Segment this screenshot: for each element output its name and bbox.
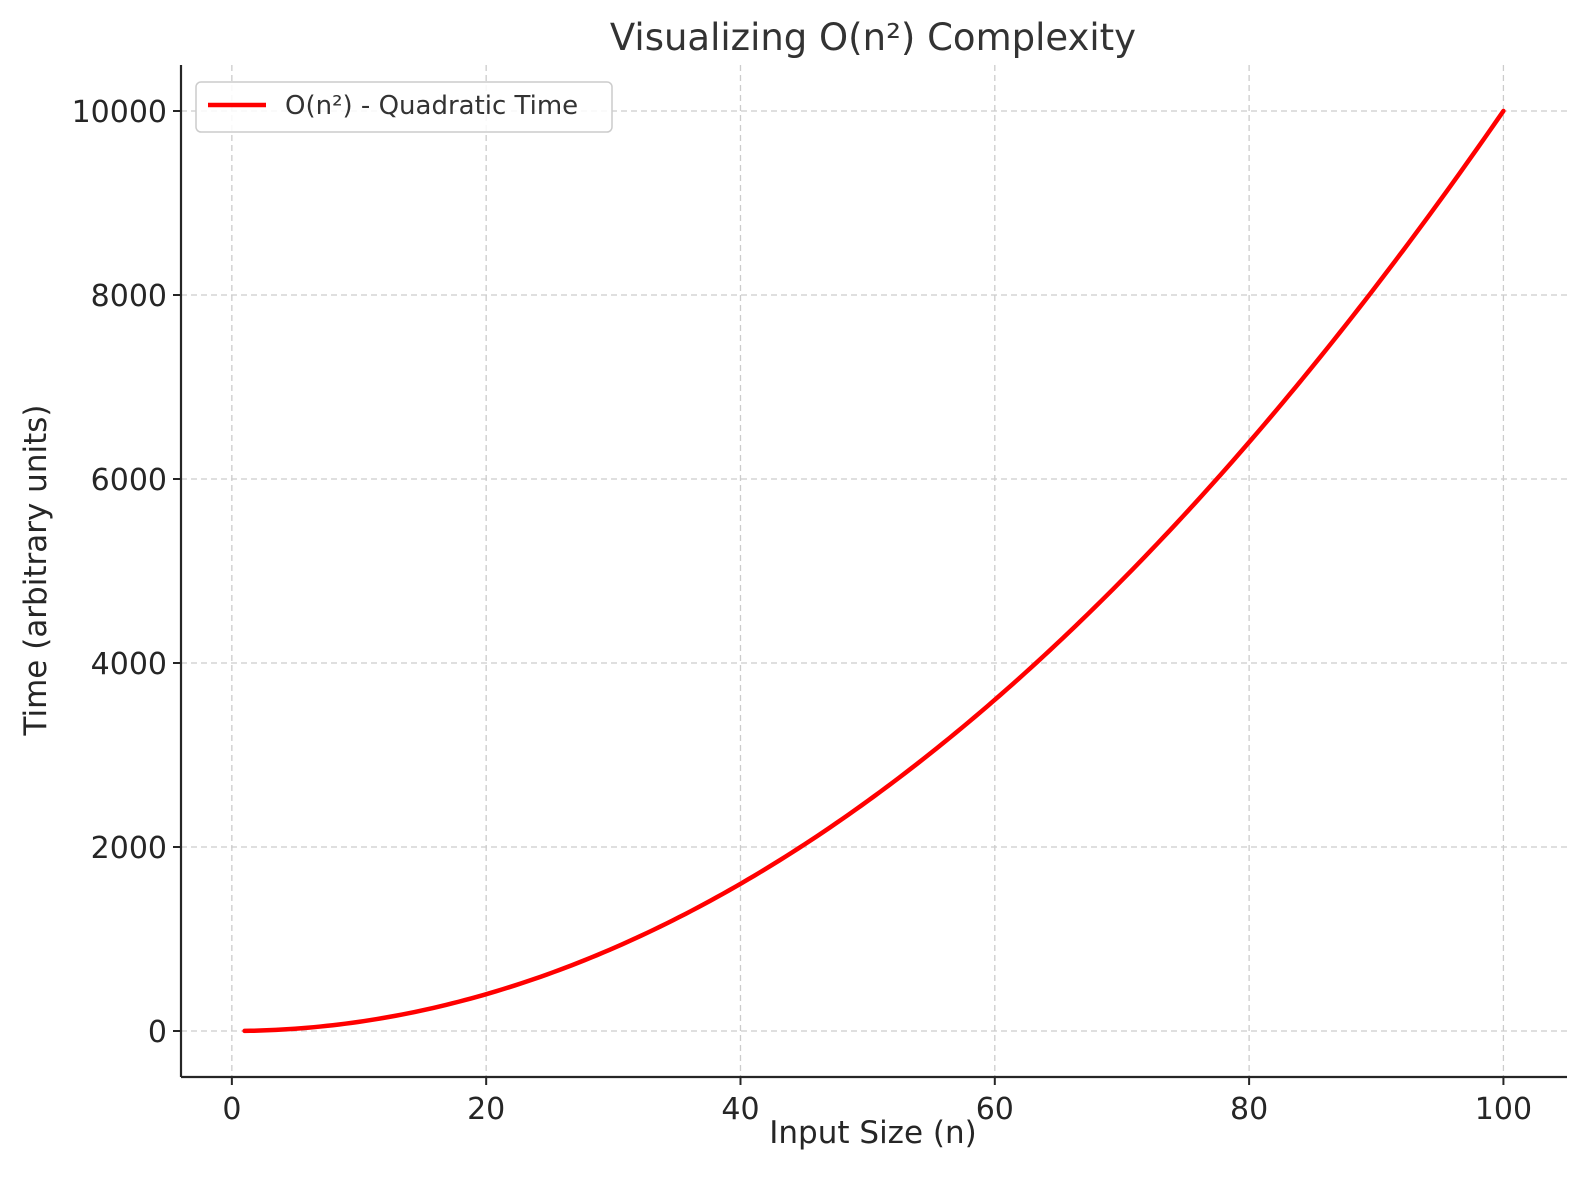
x-tick-label: 0: [222, 1092, 241, 1127]
y-tick-label: 8000: [91, 279, 167, 314]
series-line: [242, 108, 1506, 1034]
ticks: 0 20 40 60 80 100 0 2000 4000 6000 8000 10000: [72, 95, 1532, 1127]
x-tick-label: 80: [1230, 1092, 1268, 1127]
x-tick-label: 60: [976, 1092, 1014, 1127]
grid: [181, 65, 1567, 1077]
chart-title: Visualizing O(n²) Complexity: [610, 16, 1136, 59]
x-tick-label: 100: [1475, 1092, 1532, 1127]
y-axis-label: Time (arbitrary units): [18, 405, 54, 737]
y-tick-label: 4000: [91, 647, 167, 682]
series-layer: [242, 108, 1506, 1034]
axes-spines: [179, 65, 1567, 1079]
x-tick-label: 40: [721, 1092, 759, 1127]
y-tick-label: 2000: [91, 831, 167, 866]
y-tick-label: 6000: [91, 463, 167, 498]
x-tick-label: 20: [467, 1092, 505, 1127]
legend-label: O(n²) - Quadratic Time: [285, 91, 578, 121]
x-axis-label: Input Size (n): [769, 1115, 976, 1151]
y-tick-label: 0: [148, 1015, 167, 1050]
legend: O(n²) - Quadratic Time: [195, 81, 613, 133]
y-tick-label: 10000: [72, 95, 167, 130]
legend-box: [195, 81, 613, 133]
